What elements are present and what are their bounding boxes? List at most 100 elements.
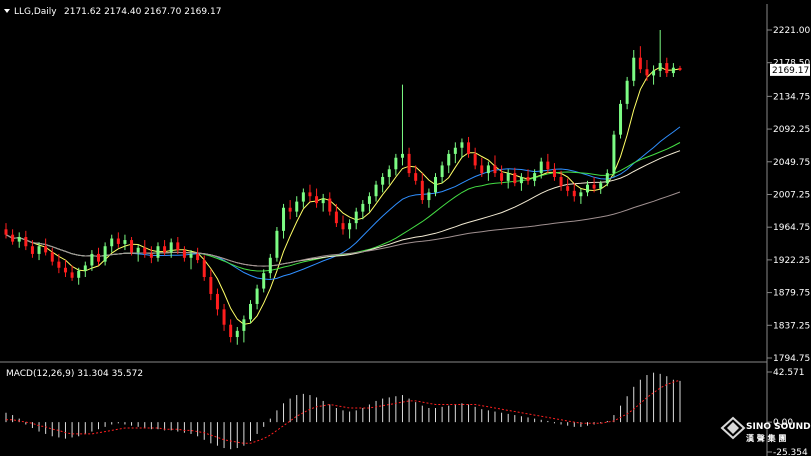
candle-body (90, 253, 94, 266)
candle-body (440, 165, 444, 177)
candlestick-series (4, 30, 682, 345)
price-tick-label: 2221.00 (773, 26, 810, 36)
candle-body (420, 180, 424, 201)
candle-body (334, 211, 338, 224)
candle-body (612, 134, 616, 174)
candle-body (467, 142, 471, 154)
price-tick-label: 2007.25 (773, 190, 810, 200)
candle-body (526, 176, 530, 181)
dropdown-triangle-icon[interactable] (4, 9, 10, 13)
candle-body (486, 165, 490, 174)
sino-sound-logo: SINO SOUND 漢 聲 集 團 (720, 416, 811, 443)
price-axis-ticks: 2221.00 2178.50 2134.75 2092.25 2049.75 2007.… (767, 26, 810, 364)
candle-body (248, 303, 252, 320)
candle-body (572, 190, 576, 197)
candle-body (196, 253, 200, 261)
candle-body (480, 165, 484, 174)
candle-body (262, 273, 266, 289)
candle-body (533, 173, 537, 181)
candle-body (222, 309, 226, 325)
candle-body (407, 153, 411, 174)
candle-body (678, 67, 682, 70)
candle-body (242, 319, 246, 331)
candle-body (328, 198, 332, 212)
price-tick-label: 1794.75 (773, 354, 810, 364)
candle-body (361, 203, 365, 212)
candle-body (414, 173, 418, 181)
candle-body (308, 192, 312, 197)
candle-body (400, 153, 404, 158)
ohlc-label: 2171.62 2174.40 2167.70 2169.17 (64, 7, 221, 17)
candle-body (592, 184, 596, 189)
candle-body (585, 184, 589, 193)
candle-body (301, 192, 305, 202)
macd-panel[interactable] (5, 372, 681, 450)
candle-body (447, 153, 451, 166)
current-price-tag: 2169.17 (770, 63, 810, 76)
candle-body (77, 270, 81, 278)
candle-body (599, 183, 603, 189)
candle-body (341, 223, 345, 230)
candle-body (50, 252, 54, 262)
candle-body (460, 142, 464, 148)
candle-body (37, 246, 41, 254)
price-tick-label: 2178.50 (773, 59, 810, 69)
macd-tick-label: 42.571 (773, 368, 805, 378)
candle-body (103, 246, 107, 262)
price-tick-label: 1964.75 (773, 223, 810, 233)
candle-body (652, 70, 656, 76)
candle-body (552, 169, 556, 177)
candle-body (30, 246, 34, 254)
candle-body (427, 192, 431, 201)
candle-body (182, 250, 186, 258)
price-panel[interactable] (4, 30, 682, 345)
candle-body (11, 234, 15, 242)
candle-body (176, 242, 180, 251)
candle-body (163, 246, 167, 253)
candle-body (116, 238, 120, 244)
candle-body (566, 186, 570, 191)
candle-body (143, 247, 147, 254)
diamond-logo-inner-icon (727, 422, 739, 434)
candle-body (235, 330, 239, 338)
macd-histogram (5, 372, 681, 450)
candle-body (625, 80, 629, 104)
price-tick-label: 2092.25 (773, 125, 810, 135)
chart-header: LLG,Daily 2171.62 2174.40 2167.70 2169.1… (4, 7, 221, 17)
macd-tick-label: 0.00 (773, 418, 793, 428)
candle-body (268, 257, 272, 274)
candle-body (493, 165, 497, 174)
candle-body (136, 247, 140, 253)
candle-body (500, 173, 504, 181)
candle-body (63, 267, 67, 273)
candle-body (315, 196, 319, 204)
candle-body (381, 176, 385, 185)
candle-body (519, 176, 523, 184)
candle-body (24, 236, 28, 247)
candle-body (619, 103, 623, 135)
candle-body (632, 57, 636, 81)
candle-body (282, 207, 286, 231)
candle-body (209, 277, 213, 294)
candle-body (348, 223, 352, 230)
candle-body (123, 240, 127, 244)
candle-body (97, 253, 101, 262)
candle-body (539, 161, 543, 174)
ma-yellow-line (5, 66, 681, 325)
candle-body (671, 67, 675, 74)
logo-chinese-text: 漢 聲 集 團 (746, 433, 786, 443)
logo-brand-text: SINO SOUND (746, 422, 811, 432)
candle-body (255, 288, 259, 304)
candle-body (83, 265, 87, 271)
candle-body (665, 63, 669, 74)
candle-body (434, 176, 438, 193)
price-tick-label: 2134.75 (773, 92, 810, 102)
macd-tick-label: -25.354 (773, 448, 808, 456)
macd-header-label: MACD(12,26,9) 31.304 35.572 (6, 369, 143, 379)
candle-body (605, 173, 609, 184)
candle-body (579, 192, 583, 197)
price-tick-label: 1879.75 (773, 289, 810, 299)
price-tick-label: 2049.75 (773, 158, 810, 168)
